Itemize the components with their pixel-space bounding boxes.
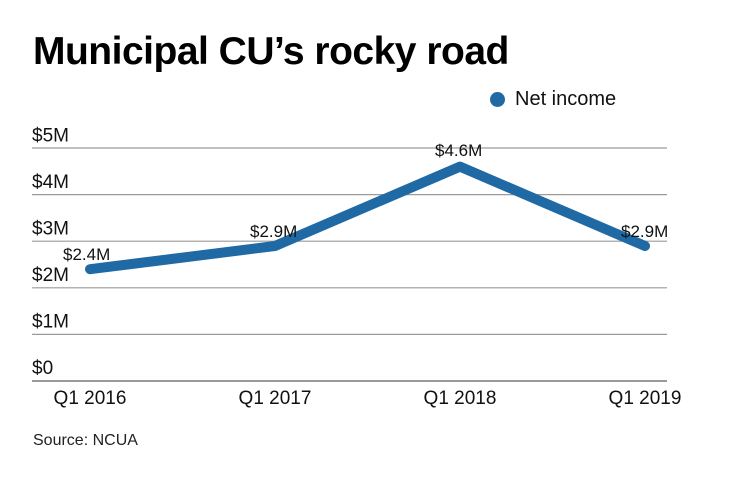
x-tick: Q1 2018 <box>424 388 497 409</box>
x-axis-labels: Q1 2016 Q1 2017 Q1 2018 Q1 2019 <box>54 388 682 409</box>
legend: Net income <box>490 88 616 111</box>
y-axis-labels: $0 $1M $2M $3M $4M $5M <box>32 126 69 380</box>
legend-dot-icon <box>490 92 505 107</box>
y-tick: $3M <box>32 219 69 240</box>
x-tick: Q1 2017 <box>239 388 312 409</box>
y-tick: $4M <box>32 172 69 193</box>
legend-label: Net income <box>515 88 617 110</box>
data-label: $2.9M <box>621 222 668 241</box>
data-label: $4.6M <box>435 141 482 160</box>
source-note: Source: NCUA <box>33 432 138 449</box>
y-tick: $5M <box>32 126 69 147</box>
net-income-line <box>85 161 650 275</box>
chart-title: Municipal CU’s rocky road <box>33 30 509 73</box>
y-tick: $0 <box>32 358 53 379</box>
data-label: $2.9M <box>250 222 297 241</box>
y-tick: $1M <box>32 312 69 333</box>
data-labels: $2.4M $2.9M $4.6M $2.9M <box>63 141 668 264</box>
x-tick: Q1 2019 <box>609 388 682 409</box>
data-label: $2.4M <box>63 245 110 264</box>
gridlines <box>32 147 667 382</box>
x-tick: Q1 2016 <box>54 388 127 409</box>
y-tick: $2M <box>32 265 69 286</box>
